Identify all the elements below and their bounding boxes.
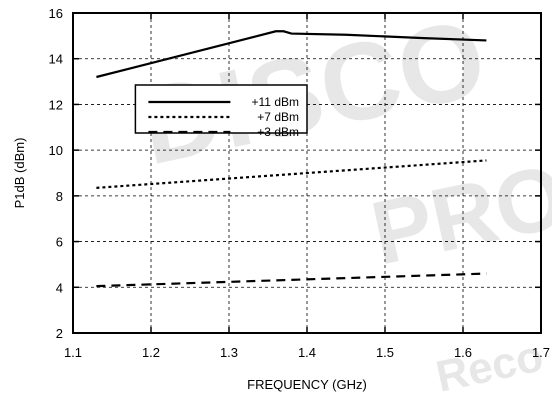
tick-labels: 1.1 1.2 1.3 1.4 1.5 1.6 1.7 2 4 6 8 10 12 14 16: [49, 6, 551, 360]
watermark-reco: Reco: [432, 331, 547, 400]
x-tick-label: 1.6: [454, 345, 472, 360]
y-tick-label: 8: [56, 189, 63, 204]
legend-box: [134, 84, 308, 134]
series-layer: [96, 30, 487, 288]
y-tick-label: 4: [56, 280, 63, 295]
x-tick-label: 1.3: [220, 345, 238, 360]
x-tick-label: 1.7: [532, 345, 550, 360]
legend: +11 dBm+7 dBm+3 dBm: [134, 84, 308, 139]
x-tick-label: 1.2: [142, 345, 160, 360]
y-tick-label: 16: [49, 6, 63, 21]
series-line-2: [96, 272, 487, 288]
x-tick-label: 1.4: [298, 345, 316, 360]
legend-label-1: +7 dBm: [257, 110, 299, 124]
x-axis-title: FREQUENCY (GHz): [247, 377, 367, 392]
x-tick-label: 1.1: [64, 345, 82, 360]
grid: [73, 13, 541, 333]
y-tick-label: 14: [49, 52, 63, 67]
series-line-1: [96, 159, 487, 189]
y-tick-label: 10: [49, 143, 63, 158]
y-tick-label: 12: [49, 97, 63, 112]
x-tick-label: 1.5: [376, 345, 394, 360]
y-axis-title: P1dB (dBm): [12, 138, 27, 209]
watermark-layer: DISCO PRO Reco: [129, 0, 552, 400]
series-line-0: [96, 30, 487, 79]
legend-label-0: +11 dBm: [252, 95, 299, 109]
legend-label-2: +3 dBm: [257, 125, 299, 139]
y-tick-label: 2: [56, 326, 63, 341]
y-tick-label: 6: [56, 235, 63, 250]
